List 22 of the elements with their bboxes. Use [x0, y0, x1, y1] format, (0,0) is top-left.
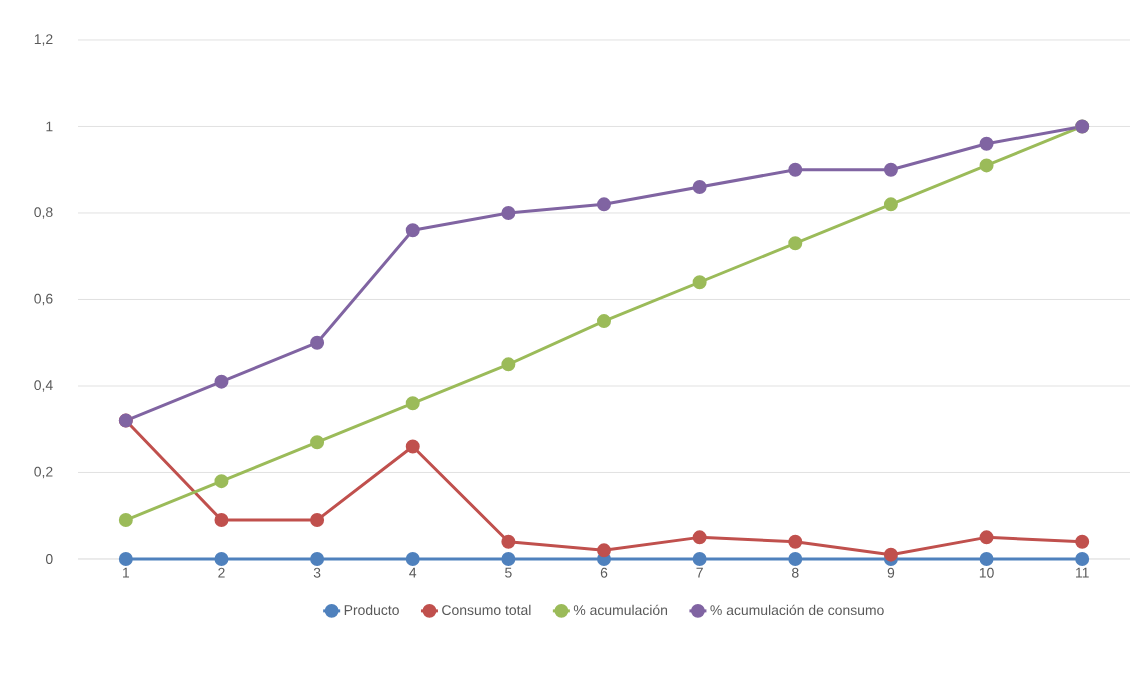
y-tick-label: 0,4: [34, 380, 53, 392]
x-tick-label: 11: [1076, 567, 1089, 578]
x-tick-label: 7: [696, 567, 703, 578]
x-tick-label: 8: [792, 567, 799, 578]
legend-label: % acumulación: [573, 604, 668, 616]
legend-label: Producto: [344, 604, 399, 616]
x-tick-label: 1: [123, 567, 130, 578]
x-tick-label: 10: [979, 567, 994, 578]
y-tick-label: 1,2: [34, 34, 53, 46]
x-tick-label: 4: [409, 567, 417, 578]
y-tick-label: 0,6: [34, 293, 53, 306]
x-tick-label: 9: [887, 567, 895, 578]
x-tick-label: 2: [218, 567, 225, 578]
legend-label: Consumo total: [442, 604, 531, 616]
x-tick-label: 5: [505, 567, 512, 578]
y-tick-label: 0,2: [34, 466, 53, 479]
y-tick-label: 0,8: [34, 207, 53, 219]
y-tick-label: 1: [46, 121, 53, 132]
y-tick-label: 0: [45, 554, 53, 564]
x-tick-label: 3: [313, 567, 321, 578]
legend-label: % acumulación de consumo: [710, 604, 884, 616]
x-tick-label: 6: [600, 567, 608, 578]
